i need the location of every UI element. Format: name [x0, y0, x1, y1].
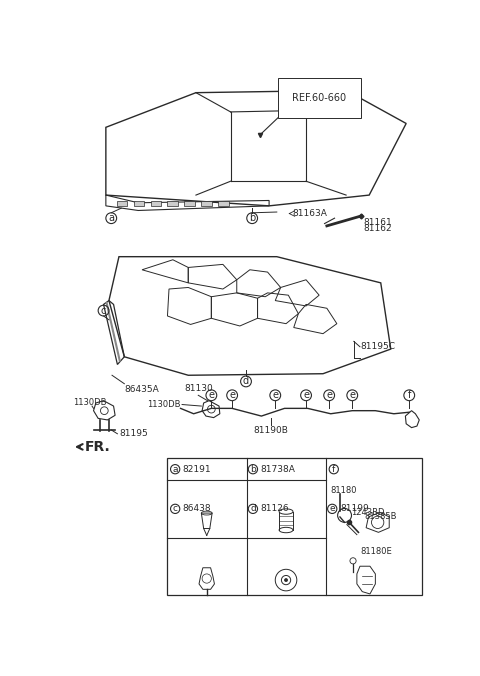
Text: 1243BD: 1243BD [351, 508, 384, 517]
Text: 81180: 81180 [330, 486, 357, 495]
Text: 81190B: 81190B [253, 426, 288, 435]
Bar [184, 201, 195, 206]
Text: 82191: 82191 [183, 464, 212, 474]
Text: 81162: 81162 [363, 224, 392, 233]
Text: 81738A: 81738A [261, 464, 296, 474]
Bar [168, 458, 421, 596]
Text: 81199: 81199 [340, 504, 369, 513]
Text: 81180E: 81180E [361, 547, 393, 556]
Text: 81195: 81195 [119, 429, 148, 438]
Text: c: c [173, 504, 178, 513]
Text: 1130DB: 1130DB [73, 398, 106, 408]
Bar [168, 201, 178, 206]
Text: 86435A: 86435A [124, 385, 159, 394]
Text: 1130DB: 1130DB [147, 400, 180, 409]
Text: REF.60-660: REF.60-660 [292, 93, 347, 103]
Text: e: e [272, 390, 278, 400]
Text: e: e [329, 504, 335, 513]
Text: 81385B: 81385B [365, 512, 397, 521]
Bar [201, 201, 212, 206]
Text: d: d [250, 504, 256, 513]
Text: f: f [332, 464, 336, 474]
Text: c: c [101, 306, 106, 316]
Text: e: e [229, 390, 235, 400]
Circle shape [285, 579, 288, 581]
Text: d: d [243, 377, 249, 387]
Text: 86438: 86438 [183, 504, 212, 513]
Text: 81161: 81161 [363, 218, 392, 226]
Text: a: a [108, 213, 114, 223]
Text: 81130: 81130 [184, 384, 213, 393]
Text: a: a [172, 464, 178, 474]
Bar [133, 201, 144, 206]
Text: FR.: FR. [84, 440, 110, 454]
Text: e: e [303, 390, 309, 400]
Text: 81126: 81126 [261, 504, 289, 513]
Text: e: e [326, 390, 332, 400]
Text: 81163A: 81163A [292, 209, 327, 218]
Bar [117, 201, 127, 206]
Text: e: e [349, 390, 355, 400]
Text: b: b [250, 464, 256, 474]
Text: e: e [208, 390, 215, 400]
Bar [218, 201, 229, 206]
Bar [151, 201, 161, 206]
Text: 81195C: 81195C [360, 342, 395, 352]
Text: f: f [408, 390, 411, 400]
Text: b: b [249, 213, 255, 223]
